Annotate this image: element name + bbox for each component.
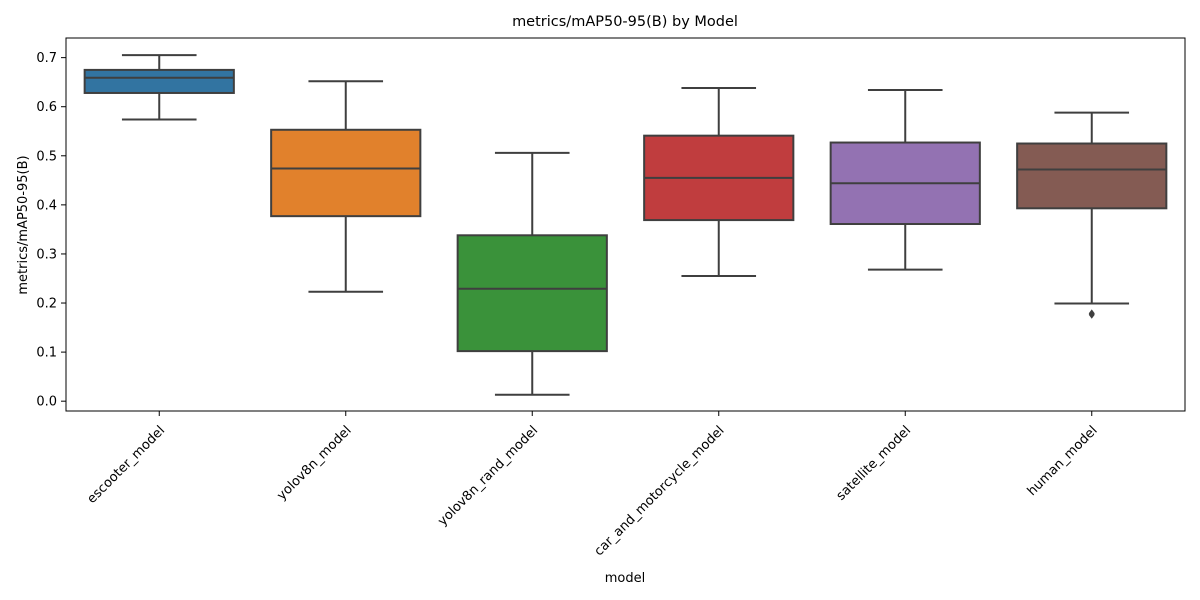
x-tick-label: satellite_model (834, 423, 914, 503)
box-iqr (83, 68, 235, 94)
x-tick-label: yolov8n_rand_model (435, 423, 541, 529)
box-group (456, 151, 608, 396)
x-axis: escooter_model yolov8n_model yolov8n_rand_… (84, 411, 1101, 559)
y-tick-label: 0.1 (36, 346, 57, 361)
box-iqr (1016, 142, 1168, 210)
y-tick-label: 0.5 (36, 149, 57, 164)
box-iqr (270, 128, 422, 218)
box-group (270, 80, 422, 293)
x-tick-label: escooter_model (84, 423, 168, 507)
y-axis: 0.0 0.1 0.2 0.3 0.4 0.5 0.6 0.7 (36, 51, 66, 410)
outlier-point (1088, 309, 1095, 318)
x-tick-label: yolov8n_model (274, 423, 354, 503)
box-iqr (456, 234, 608, 353)
y-tick-label: 0.4 (36, 198, 57, 213)
y-tick-label: 0.3 (36, 247, 57, 262)
y-tick-label: 0.7 (36, 51, 57, 66)
plot-area (83, 54, 1168, 396)
y-axis-label: metrics/mAP50-95(B) (16, 155, 31, 294)
box-group (829, 89, 981, 271)
x-tick-label: human_model (1025, 423, 1101, 499)
axes-frame (65, 37, 1186, 412)
box-group (1016, 111, 1168, 319)
chart-title: metrics/mAP50-95(B) by Model (512, 14, 738, 30)
box-group (83, 54, 235, 121)
x-tick-label: car_and_motorcycle_model (592, 423, 728, 559)
y-tick-label: 0.2 (36, 297, 57, 312)
x-axis-label: model (605, 571, 645, 586)
y-tick-label: 0.0 (36, 395, 57, 410)
y-tick-label: 0.6 (36, 100, 57, 115)
box-group (643, 87, 795, 278)
